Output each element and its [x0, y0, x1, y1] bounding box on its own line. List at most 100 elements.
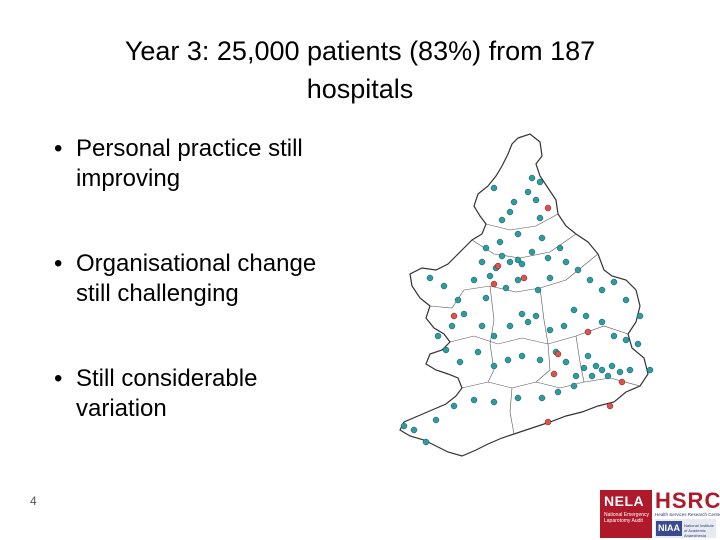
hospital-marker [496, 238, 504, 246]
hospital-marker [400, 422, 408, 430]
hospital-marker [498, 252, 506, 260]
hospital-marker [598, 318, 606, 326]
hospital-marker [560, 322, 568, 330]
hospital-marker [622, 296, 630, 304]
bullet-text-line-2: still challenging [76, 280, 239, 307]
bullet-text-line-1: Organisational change [76, 250, 317, 277]
niaa-logo-name: NIAA [656, 521, 682, 536]
hospital-marker [610, 278, 618, 286]
hospital-marker [498, 216, 506, 224]
hospital-marker [514, 256, 522, 264]
nela-logo-name: NELA [604, 493, 645, 509]
hospital-marker [538, 234, 546, 242]
hospital-marker [514, 230, 522, 238]
hospital-marker [432, 416, 440, 424]
hospital-marker [544, 254, 552, 262]
bullet-dot-icon: • [54, 365, 63, 392]
hospital-marker [454, 296, 462, 304]
hospital-marker [586, 276, 594, 284]
hospital-marker [434, 332, 442, 340]
niaa-logo-tagline: National Institute of Academic Anaesthes… [684, 523, 714, 538]
hospital-marker [556, 244, 564, 252]
bullet-list: • Personal practice still improving • Or… [52, 134, 382, 479]
hospital-marker [610, 332, 618, 340]
hospital-marker [504, 356, 512, 364]
hospital-marker [554, 388, 562, 396]
hospital-marker [626, 366, 634, 374]
hospital-marker [562, 358, 570, 366]
hospital-marker [604, 372, 612, 380]
hospital-marker-highlight [618, 378, 626, 386]
hospital-marker [538, 394, 546, 402]
hospital-marker [574, 266, 582, 274]
hospital-marker [570, 382, 578, 390]
hospital-marker [514, 276, 522, 284]
hospital-marker [470, 396, 478, 404]
bullet-dot-icon: • [54, 135, 63, 162]
title-line-2: hospitals [306, 74, 414, 104]
hospital-marker [570, 306, 578, 314]
hospital-marker [598, 366, 606, 374]
hospital-marker [518, 310, 526, 318]
hospital-marker [460, 310, 468, 318]
hospital-marker [410, 426, 418, 434]
hospital-marker [646, 366, 654, 374]
hospital-marker [616, 368, 624, 376]
hospital-marker [490, 332, 498, 340]
hospital-marker [482, 294, 490, 302]
hospital-markers-red [450, 204, 626, 426]
hospital-marker [448, 322, 456, 330]
hospital-marker [502, 284, 510, 292]
hospital-marker [470, 276, 478, 284]
hospital-marker [426, 274, 434, 282]
hospital-marker-highlight [544, 418, 552, 426]
hospital-marker-highlight [606, 402, 614, 410]
slide-title: Year 3: 25,000 patients (83%) from 187 h… [40, 32, 680, 108]
hospital-marker [528, 174, 536, 182]
bullet-item: • Personal practice still improving [52, 134, 382, 194]
hospital-marker [450, 402, 458, 410]
hospital-marker [608, 362, 616, 370]
hospital-marker [536, 214, 544, 222]
bullet-item: • Still considerable variation [52, 364, 382, 424]
hospital-marker [456, 358, 464, 366]
hospital-marker [506, 322, 514, 330]
hospital-marker [518, 352, 526, 360]
hospital-marker [546, 326, 554, 334]
hsrc-logo-tagline: Health Services Research Centre [655, 512, 720, 517]
hospital-marker [534, 286, 542, 294]
hospital-marker [636, 312, 644, 320]
hospital-marker-highlight [520, 274, 528, 282]
bullet-text-line-1: Personal practice still [76, 135, 303, 162]
hospital-marker [584, 352, 592, 360]
hospital-marker [490, 398, 498, 406]
hospital-marker [506, 258, 514, 266]
hospital-marker [572, 372, 580, 380]
hospital-marker [562, 258, 570, 266]
hospital-marker [588, 372, 596, 380]
hospital-marker [582, 312, 590, 320]
hospital-marker [580, 364, 588, 372]
hospital-marker [634, 340, 642, 348]
hospital-marker [524, 188, 532, 196]
hospital-marker [592, 362, 600, 370]
hospital-markers-teal [400, 174, 654, 446]
bullet-text-line-2: variation [76, 395, 167, 422]
page-number: 4 [30, 494, 37, 508]
region-boundaries [429, 213, 641, 435]
hospital-marker-highlight [584, 328, 592, 336]
hospital-marker-highlight [544, 204, 552, 212]
hospital-marker [528, 248, 536, 256]
hospital-marker-highlight [450, 312, 458, 320]
hospital-marker [514, 394, 522, 402]
hospital-marker [524, 318, 532, 326]
hospital-marker [506, 208, 514, 216]
hsrc-logo-name: HSRC [655, 488, 720, 513]
bullet-text-line-2: improving [76, 165, 181, 192]
hospital-marker [536, 178, 544, 186]
hospital-marker [598, 286, 606, 294]
hospital-marker [486, 272, 494, 280]
hospital-marker [442, 346, 450, 354]
hospital-marker [546, 274, 554, 282]
niaa-logo: NIAA National Institute of Academic Anae… [655, 519, 716, 538]
